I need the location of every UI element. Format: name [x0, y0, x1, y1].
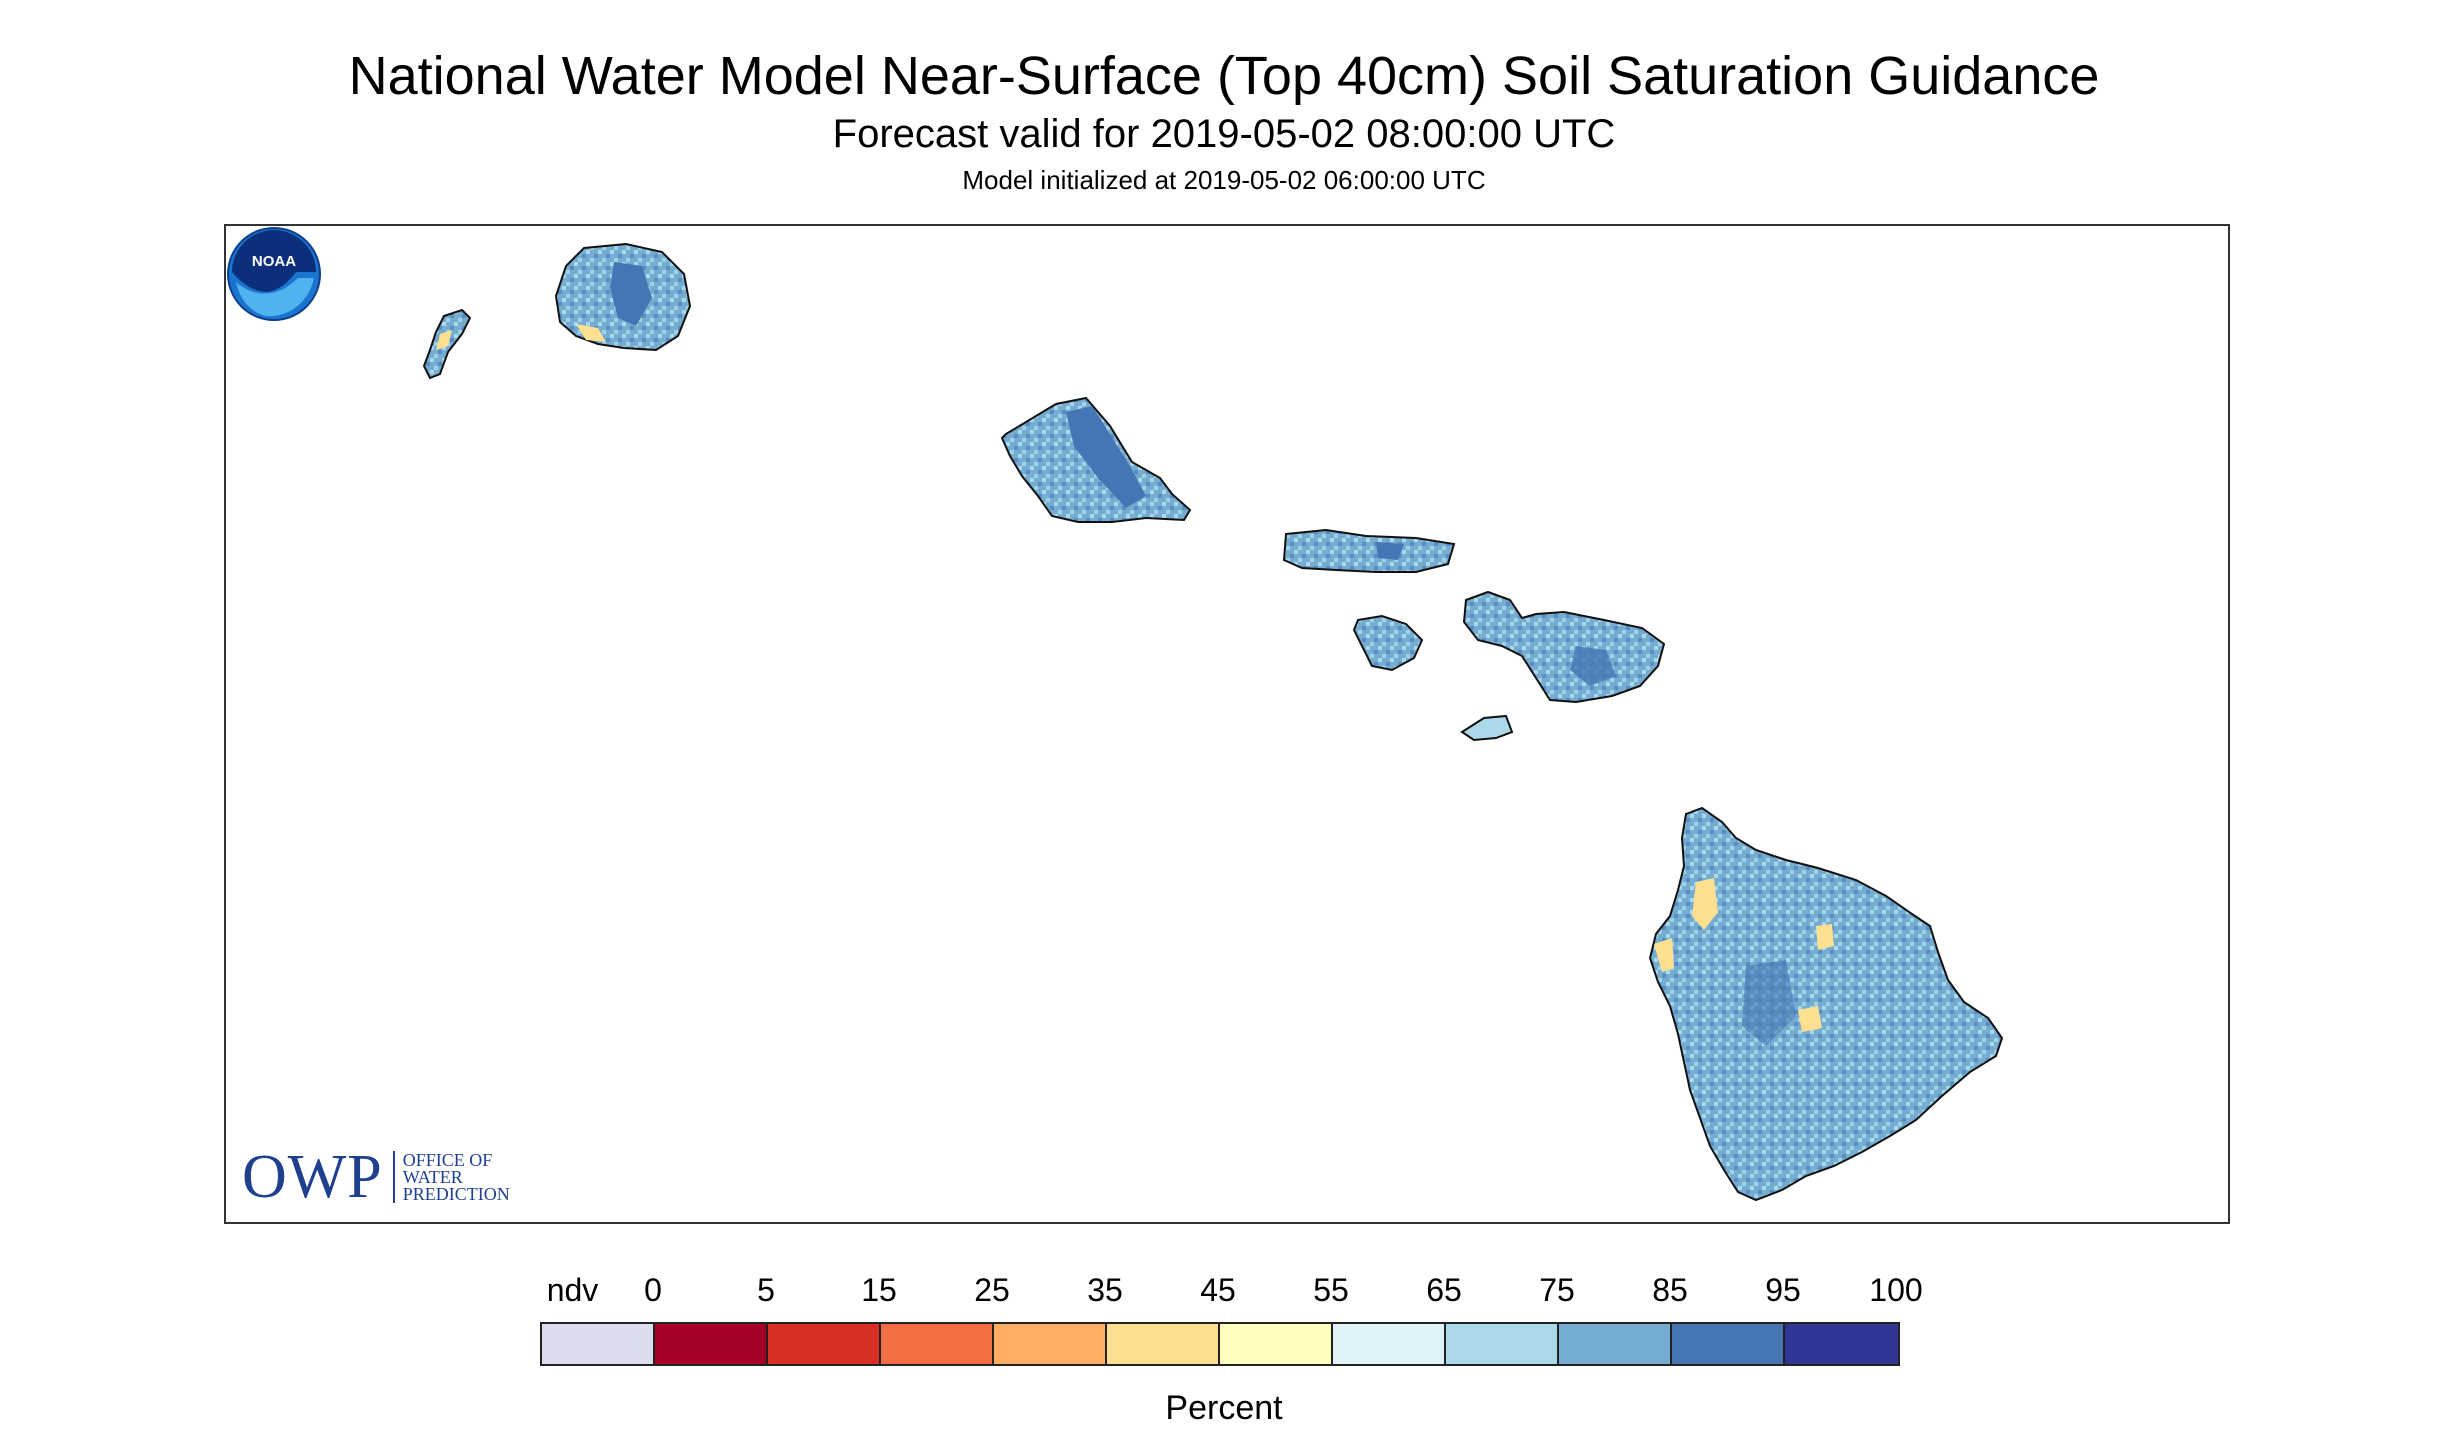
legend-swatch	[994, 1324, 1107, 1364]
island-maui	[1462, 590, 1666, 704]
color-legend: ndv 0 5 15 25 35 45 55 65 75 85 95 100	[540, 1270, 1923, 1366]
dry-area-hawaii-central	[1816, 924, 1834, 950]
legend-label: 25	[974, 1272, 1010, 1308]
dry-area-kauai	[576, 324, 606, 342]
legend-color-bar	[540, 1322, 1900, 1366]
island-lanai	[1352, 614, 1424, 672]
wet-area-oahu	[1066, 406, 1146, 508]
owp-line-1: OFFICE OF	[402, 1149, 493, 1170]
legend-label: 35	[1087, 1272, 1123, 1308]
legend-swatch	[1107, 1324, 1220, 1364]
legend-label: 75	[1539, 1272, 1575, 1308]
owp-line-2: WATER	[402, 1166, 463, 1187]
noaa-logo: NOAA	[227, 227, 321, 321]
map-panel[interactable]: OWP OFFICE OF WATER PREDICTION NOAA	[224, 224, 2230, 1224]
dry-area-hawaii-south	[1798, 1006, 1822, 1032]
owp-logo: OWP OFFICE OF WATER PREDICTION	[242, 1146, 510, 1208]
legend-title: Percent	[1165, 1389, 1283, 1427]
legend-tick-labels: ndv 0 5 15 25 35 45 55 65 75 85 95 100	[540, 1270, 1923, 1314]
legend-swatch	[1220, 1324, 1333, 1364]
legend-label: 85	[1652, 1272, 1688, 1308]
wet-area-molokai	[1376, 542, 1404, 560]
legend-label: 45	[1200, 1272, 1236, 1308]
dry-area-hawaii-north	[1692, 878, 1718, 930]
legend-swatch	[1785, 1324, 1898, 1364]
legend-label: 0	[644, 1272, 662, 1308]
legend-label: 15	[861, 1272, 897, 1308]
legend-label: 5	[757, 1272, 775, 1308]
legend-label: ndv	[546, 1272, 599, 1308]
legend-swatch	[655, 1324, 768, 1364]
legend-swatch	[542, 1324, 655, 1364]
model-init-time: Model initialized at 2019-05-02 06:00:00…	[962, 165, 1486, 195]
page-title: National Water Model Near-Surface (Top 4…	[348, 46, 2100, 106]
forecast-valid-time: Forecast valid for 2019-05-02 08:00:00 U…	[832, 112, 1616, 156]
legend-label: 100	[1869, 1272, 1923, 1308]
island-hawaii	[1648, 806, 2004, 1202]
owp-divider	[392, 1151, 395, 1203]
legend-swatch	[768, 1324, 881, 1364]
dry-area-niihau	[436, 330, 452, 350]
legend-swatch	[1672, 1324, 1785, 1364]
dry-area-hawaii-west	[1654, 938, 1674, 972]
legend-label: 65	[1426, 1272, 1462, 1308]
wet-area-hawaii	[1742, 960, 1796, 1046]
hawaii-map[interactable]	[226, 226, 2228, 1222]
island-molokai	[1282, 528, 1456, 573]
svg-text:NOAA: NOAA	[252, 253, 296, 270]
legend-swatch	[1333, 1324, 1446, 1364]
owp-line-3: PREDICTION	[402, 1183, 510, 1204]
owp-abbrev: OWP	[242, 1143, 383, 1211]
legend-label: 55	[1313, 1272, 1349, 1308]
legend-swatch	[1559, 1324, 1672, 1364]
island-kahoolawe	[1460, 714, 1514, 742]
legend-swatch	[881, 1324, 994, 1364]
wet-area-kauai	[610, 262, 652, 326]
legend-label: 95	[1765, 1272, 1801, 1308]
wet-area-maui	[1570, 646, 1616, 686]
legend-swatch	[1446, 1324, 1559, 1364]
owp-fullname: OFFICE OF WATER PREDICTION	[402, 1149, 510, 1204]
